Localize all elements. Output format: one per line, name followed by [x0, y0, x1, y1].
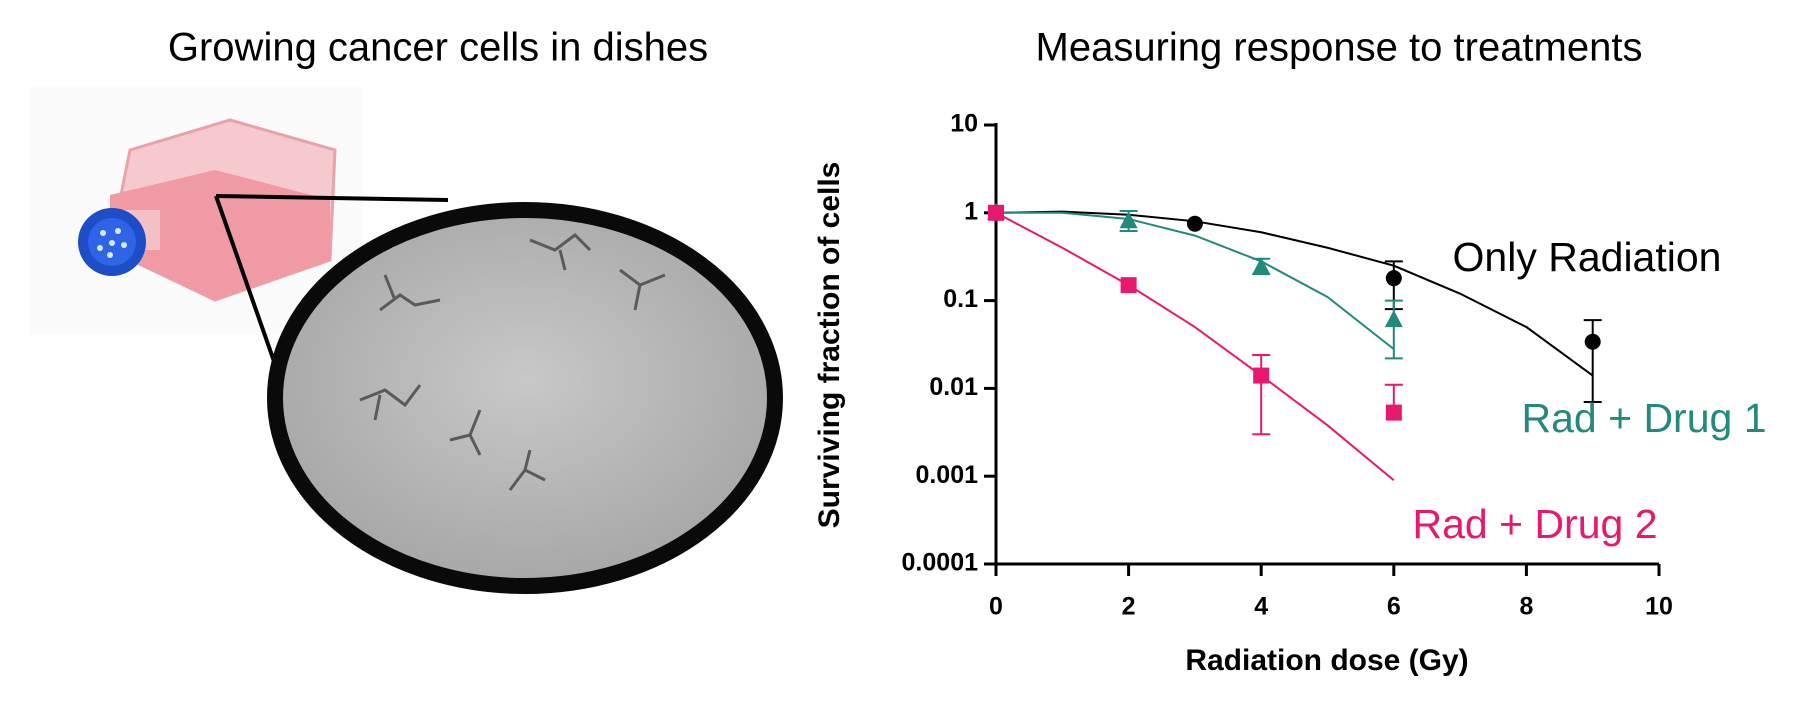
data-point	[1252, 257, 1271, 275]
x-tick-label: 2	[1122, 593, 1136, 621]
x-axis-label: Radiation dose (Gy)	[1185, 644, 1468, 677]
data-point	[1385, 404, 1402, 421]
x-tick-label: 4	[1254, 593, 1268, 621]
data-point	[988, 204, 1004, 221]
y-tick-label: 0.1	[943, 285, 978, 313]
y-tick-label: 0.001	[915, 461, 978, 489]
illustration-title: Growing cancer cells in dishes	[168, 26, 708, 70]
y-tick-label: 10	[950, 110, 978, 138]
data-point	[1253, 367, 1270, 384]
series-label: Rad + Drug 2	[1413, 501, 1658, 547]
zoom-lines	[214, 194, 449, 385]
error-bar-lower	[1252, 375, 1271, 436]
chart-title: Measuring response to treatments	[1036, 26, 1643, 70]
x-tick-label: 0	[989, 593, 1003, 621]
x-tick-label: 8	[1519, 593, 1533, 621]
data-point	[1120, 277, 1137, 294]
y-tick-label: 1	[964, 197, 978, 225]
data-point	[1186, 215, 1203, 232]
data-point	[1384, 310, 1403, 328]
series-label: Rad + Drug 1	[1522, 395, 1767, 441]
y-tick-label: 0.0001	[902, 549, 979, 577]
data-point	[1385, 270, 1402, 287]
fit-curve	[995, 211, 1395, 481]
series-label: Only Radiation	[1453, 234, 1722, 280]
data-point	[1119, 211, 1138, 229]
x-tick-label: 10	[1645, 593, 1673, 621]
x-tick-label: 6	[1387, 593, 1401, 621]
error-bar-lower	[1583, 341, 1602, 404]
y-tick-label: 0.01	[929, 373, 978, 401]
fit-curve	[996, 211, 1395, 350]
data-point	[1584, 333, 1601, 350]
fit-curve	[995, 210, 1594, 377]
microscope-view	[267, 202, 783, 594]
y-axis-label: Surviving fraction of cells	[813, 162, 846, 529]
